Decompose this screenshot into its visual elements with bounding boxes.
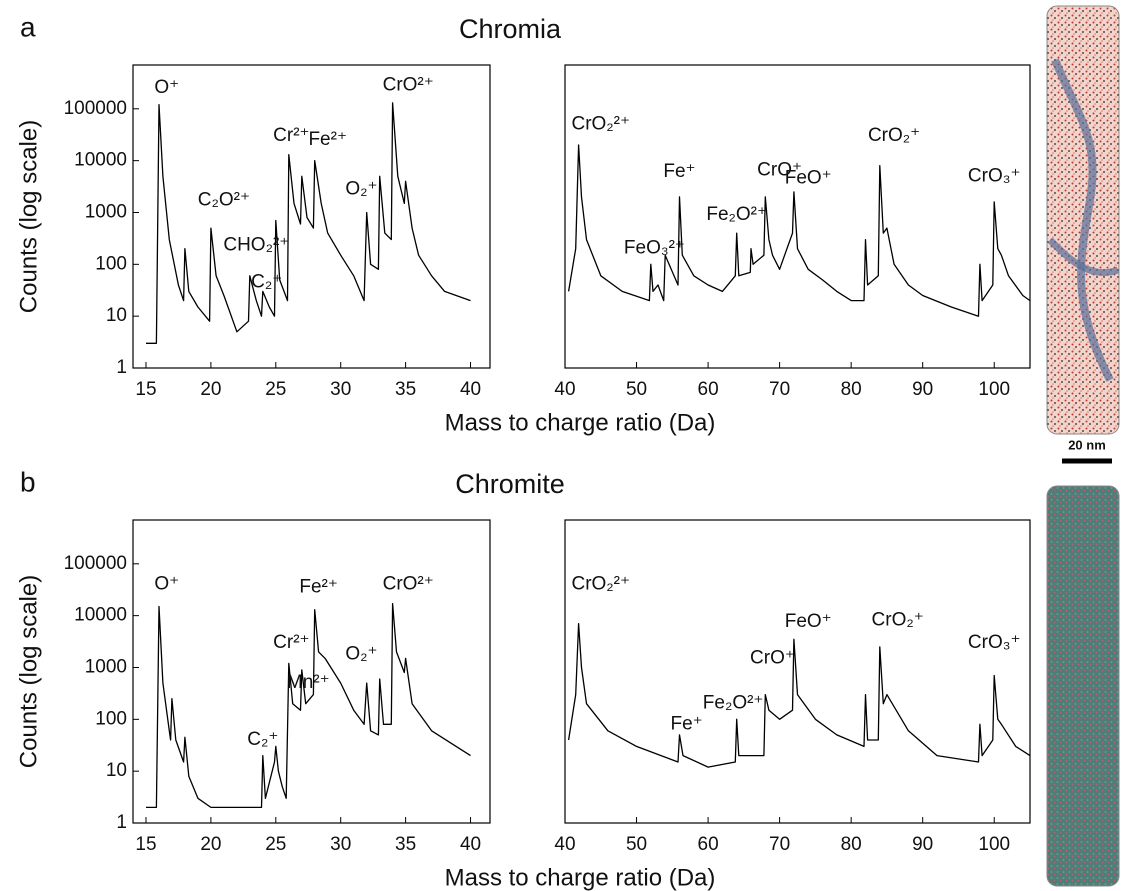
peak-label: O⁺ <box>154 77 179 98</box>
y-tick-label: 10 <box>106 760 127 781</box>
x-tick-label: 35 <box>395 379 416 400</box>
y-axis-label: Counts (log scale) <box>15 120 42 313</box>
y-tick-label: 10000 <box>74 605 127 626</box>
y-tick-label: 1000 <box>85 202 127 223</box>
y-tick-label: 100000 <box>64 553 127 574</box>
peak-label: CrO²⁺ <box>383 75 434 96</box>
x-tick-label: 40 <box>460 379 481 400</box>
plot-frame <box>132 519 491 824</box>
peak-label: CrO²⁺ <box>383 573 434 594</box>
x-tick-label: 20 <box>200 834 221 855</box>
y-tick-label: 1 <box>116 812 127 833</box>
peak-label: CrO⁺ <box>750 647 795 668</box>
y-tick-label: 1 <box>116 357 127 378</box>
peak-label: O₂⁺ <box>345 643 377 664</box>
x-tick-label: 70 <box>769 379 790 400</box>
peak-label: CHO₂²⁺ <box>223 235 289 256</box>
x-tick-label: 40 <box>554 834 575 855</box>
plot: 15 20 25 30 35 40 1 10 100 1000 10000 100000 O⁺ C₂⁺ Cr… <box>64 519 491 855</box>
plot: 40 50 60 70 80 90 100 CrO₂²⁺ FeO₃²⁺ Fe⁺ Fe₂O²⁺ CrO⁺… <box>554 64 1031 400</box>
peak-label: O⁺ <box>154 573 179 594</box>
peak-label: Fe⁺ <box>663 161 695 182</box>
y-tick-label: 10000 <box>74 150 127 171</box>
peak-label: CrO₂⁺ <box>872 610 924 631</box>
x-tick-label: 25 <box>265 834 286 855</box>
y-tick-label: 100000 <box>64 98 127 119</box>
panel-label: a <box>20 11 36 42</box>
x-axis-label: Mass to charge ratio (Da) <box>445 864 716 891</box>
peak-label: CrO₂²⁺ <box>571 573 630 594</box>
x-tick-label: 100 <box>978 379 1010 400</box>
peak-label: C₂⁺ <box>251 271 282 292</box>
y-tick-label: 100 <box>95 708 127 729</box>
spectrum-line <box>146 603 471 809</box>
peak-label: O₂⁺ <box>345 178 377 199</box>
peak-label: Fe₂O²⁺ <box>703 693 764 714</box>
peak-label: CrO₃⁺ <box>968 165 1021 186</box>
x-tick-label: 40 <box>554 379 575 400</box>
peak-label: CrO₂⁺ <box>868 125 920 146</box>
peak-label: C₂O²⁺ <box>198 190 250 211</box>
peak-label: C₂⁺ <box>247 729 278 750</box>
x-tick-label: 90 <box>912 379 933 400</box>
panel-label: b <box>20 466 36 497</box>
x-tick-label: 50 <box>626 834 647 855</box>
x-tick-label: 25 <box>265 379 286 400</box>
spectrum-line <box>146 102 471 344</box>
x-tick-label: 35 <box>395 834 416 855</box>
plot: 40 50 60 70 80 90 100 CrO₂²⁺ Fe⁺Fe₂O²⁺ CrO⁺ FeO⁺ Cr… <box>554 519 1031 855</box>
peak-label: FeO⁺ <box>785 611 832 632</box>
peak-label: Mn²⁺ <box>287 672 330 693</box>
y-axis-label: Counts (log scale) <box>15 575 42 768</box>
x-tick-label: 90 <box>912 834 933 855</box>
y-tick-label: 1000 <box>85 657 127 678</box>
plot-frame <box>564 64 1031 369</box>
x-tick-label: 40 <box>460 834 481 855</box>
plot: 15 20 25 30 35 40 1 10 100 1000 10000 100000 O⁺ C₂O²⁺… <box>64 64 491 400</box>
plot-frame <box>132 64 491 369</box>
x-tick-label: 60 <box>698 834 719 855</box>
panel-title: Chromia <box>459 14 562 44</box>
y-tick-label: 100 <box>95 253 127 274</box>
peak-label: CrO₂²⁺ <box>571 113 630 134</box>
x-tick-label: 15 <box>135 379 156 400</box>
peak-label: Fe₂O²⁺ <box>706 204 767 225</box>
peak-label: Fe²⁺ <box>308 129 347 150</box>
peak-label: FeO₃²⁺ <box>624 238 685 259</box>
x-tick-label: 60 <box>698 379 719 400</box>
x-tick-label: 100 <box>978 834 1010 855</box>
x-tick-label: 70 <box>769 834 790 855</box>
plot-frame <box>564 519 1031 824</box>
peak-label: Cr²⁺ <box>273 125 309 146</box>
x-tick-label: 50 <box>626 379 647 400</box>
reconstruction-b <box>1046 485 1120 887</box>
peak-label: CrO⁺ <box>757 159 802 180</box>
x-axis-label: Mass to charge ratio (Da) <box>445 409 716 436</box>
peak-label: FeO⁺ <box>785 168 832 189</box>
scale-bar: 20 nm <box>1062 437 1112 464</box>
peak-label: Fe²⁺ <box>299 576 338 597</box>
x-tick-label: 30 <box>330 834 351 855</box>
x-tick-label: 80 <box>841 379 862 400</box>
x-tick-label: 15 <box>135 834 156 855</box>
spectrum-line <box>567 623 1031 768</box>
x-tick-label: 80 <box>841 834 862 855</box>
y-tick-label: 10 <box>106 305 127 326</box>
x-tick-label: 30 <box>330 379 351 400</box>
panel-title: Chromite <box>455 469 565 499</box>
peak-label: Fe⁺ <box>671 713 703 734</box>
peak-label: Cr²⁺ <box>273 632 309 653</box>
x-tick-label: 20 <box>200 379 221 400</box>
scale-bar-label: 20 nm <box>1068 437 1106 452</box>
spectrum-line <box>567 144 1031 317</box>
peak-label: CrO₃⁺ <box>968 632 1021 653</box>
reconstruction-a <box>1046 5 1120 435</box>
